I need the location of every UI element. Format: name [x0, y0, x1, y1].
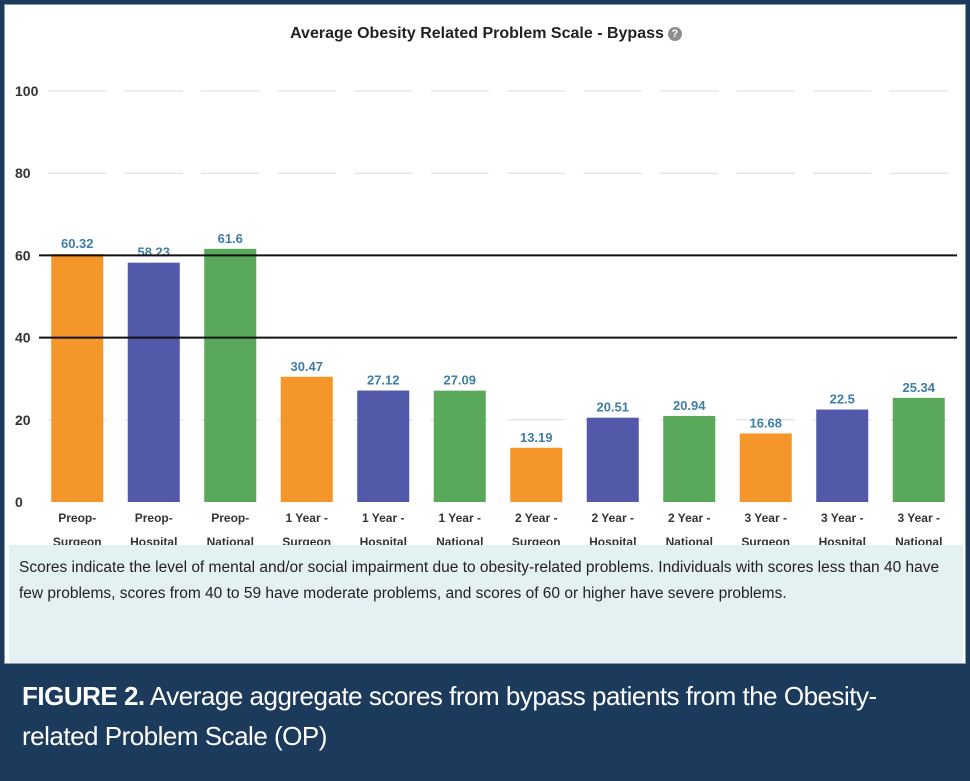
x-tick-label: National	[207, 535, 254, 545]
x-tick-label: 1 Year -	[439, 511, 481, 525]
data-label: 27.09	[443, 373, 476, 388]
figure-caption: FIGURE 2. Average aggregate scores from …	[22, 676, 952, 756]
x-tick-label: Preop-	[135, 511, 173, 525]
bar	[51, 254, 104, 502]
chart-title: Average Obesity Related Problem Scale - …	[290, 25, 664, 42]
bar	[127, 262, 180, 502]
x-tick-label: National	[436, 535, 483, 545]
x-tick-label: 1 Year -	[286, 511, 328, 525]
data-label: 20.51	[596, 400, 629, 415]
x-tick-label: National	[895, 535, 942, 545]
bar	[357, 390, 410, 502]
figure-caption-lead: FIGURE 2.	[22, 681, 145, 711]
x-tick-label: 1 Year -	[362, 511, 404, 525]
data-label: 58.23	[137, 245, 170, 260]
data-label: 27.12	[367, 373, 400, 388]
x-tick-label: Hospital	[589, 535, 636, 545]
x-tick-label: 3 Year -	[821, 511, 863, 525]
figure-caption-text: Average aggregate scores from bypass pat…	[22, 681, 877, 751]
y-tick-label: 40	[15, 330, 31, 346]
x-tick-label: 2 Year -	[592, 511, 634, 525]
data-label: 30.47	[290, 359, 323, 374]
data-label: 61.6	[218, 231, 243, 246]
x-tick-label: Hospital	[130, 535, 177, 545]
chart-note: Scores indicate the level of mental and/…	[9, 545, 963, 663]
y-tick-label: 100	[15, 83, 39, 99]
data-label: 22.5	[830, 392, 855, 407]
data-label: 60.32	[61, 236, 94, 251]
bar	[433, 390, 486, 502]
y-tick-label: 80	[15, 165, 31, 181]
x-tick-label: 3 Year -	[898, 511, 940, 525]
bar-chart: 0 20 40 60 80 100 60.32 Preop- Surgeon 58.23 Preop…	[15, 83, 957, 545]
bar	[280, 376, 333, 502]
chart-title-row: Average Obesity Related Problem Scale - …	[5, 25, 967, 43]
x-tick-label: Surgeon	[512, 535, 561, 545]
y-tick-label: 20	[15, 412, 31, 428]
data-label: 13.19	[520, 430, 553, 445]
bar	[204, 248, 257, 502]
bar	[510, 447, 563, 502]
x-tick-label: Hospital	[360, 535, 407, 545]
bar	[663, 415, 716, 502]
bar	[892, 397, 945, 502]
bar	[739, 433, 792, 502]
x-tick-label: Preop-	[211, 511, 249, 525]
x-tick-label: Surgeon	[53, 535, 102, 545]
x-tick-label: Surgeon	[741, 535, 790, 545]
chart-panel: Average Obesity Related Problem Scale - …	[4, 4, 966, 664]
x-tick-label: Preop-	[58, 511, 96, 525]
data-label: 25.34	[902, 380, 935, 395]
data-label: 20.94	[673, 398, 706, 413]
y-tick-label: 0	[15, 494, 23, 510]
x-tick-label: Surgeon	[282, 535, 331, 545]
bar	[586, 417, 639, 502]
bar	[816, 409, 869, 502]
y-tick-label: 60	[15, 247, 31, 263]
data-label: 16.68	[749, 415, 782, 430]
x-tick-label: National	[666, 535, 713, 545]
x-tick-label: 2 Year -	[668, 511, 710, 525]
help-icon[interactable]: ?	[667, 26, 682, 41]
x-tick-label: 3 Year -	[745, 511, 787, 525]
chart-note-text: Scores indicate the level of mental and/…	[19, 559, 940, 602]
x-tick-label: Hospital	[819, 535, 866, 545]
x-tick-label: 2 Year -	[515, 511, 557, 525]
